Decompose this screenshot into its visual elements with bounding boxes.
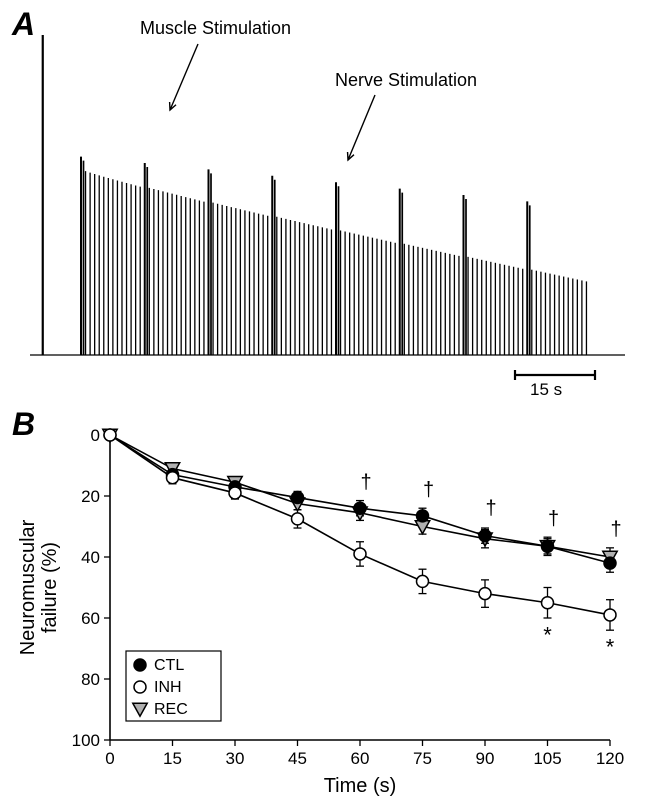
panel-a-label: A — [12, 6, 35, 43]
annotation-nerve: Nerve Stimulation — [335, 70, 477, 91]
panel-b: B 0204060801000153045607590105120Time (s… — [20, 420, 640, 800]
chart-b: 0 20 40 60 80 100 0 15 30 45 60 75 90 105 120 Time (s) N… — [20, 420, 640, 800]
svg-text:20: 20 — [81, 487, 100, 506]
annotation-muscle: Muscle Stimulation — [140, 18, 291, 39]
svg-text:80: 80 — [81, 670, 100, 689]
svg-text:†: † — [485, 497, 496, 519]
svg-text:†: † — [610, 519, 621, 541]
svg-text:90: 90 — [476, 749, 495, 768]
svg-text:40: 40 — [81, 548, 100, 567]
svg-text:105: 105 — [533, 749, 561, 768]
svg-text:CTL: CTL — [154, 657, 184, 674]
svg-text:0: 0 — [91, 426, 100, 445]
scalebar-label: 15 s — [530, 380, 562, 400]
svg-text:60: 60 — [81, 609, 100, 628]
svg-text:60: 60 — [351, 749, 370, 768]
svg-text:REC: REC — [154, 701, 188, 718]
panel-b-label: B — [12, 406, 35, 443]
svg-text:INH: INH — [154, 679, 182, 696]
svg-text:*: * — [543, 622, 552, 647]
svg-text:45: 45 — [288, 749, 307, 768]
svg-text:†: † — [423, 479, 434, 501]
svg-text:15: 15 — [163, 749, 182, 768]
svg-text:120: 120 — [596, 749, 624, 768]
panel-a: A Muscle Stimulation Nerve Stimulation 1… — [20, 20, 640, 410]
svg-text:*: * — [606, 635, 615, 660]
svg-text:100: 100 — [72, 731, 100, 750]
trace-plot — [20, 20, 640, 390]
svg-text:†: † — [548, 508, 559, 530]
svg-text:0: 0 — [105, 749, 114, 768]
svg-text:†: † — [360, 471, 371, 493]
svg-text:75: 75 — [413, 749, 432, 768]
svg-text:Neuromuscularfailure (%): Neuromuscularfailure (%) — [17, 519, 61, 655]
svg-text:30: 30 — [226, 749, 245, 768]
svg-text:Time (s): Time (s) — [324, 775, 397, 797]
